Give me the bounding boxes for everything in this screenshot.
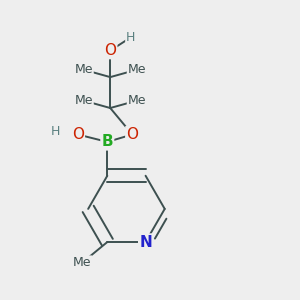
Text: Me: Me: [128, 63, 146, 76]
Text: Me: Me: [74, 63, 93, 76]
Text: H: H: [51, 125, 61, 138]
Text: H: H: [126, 31, 136, 44]
Text: O: O: [72, 127, 84, 142]
Text: Me: Me: [128, 94, 146, 107]
Text: Me: Me: [73, 256, 92, 269]
Text: B: B: [101, 134, 113, 149]
Text: Me: Me: [74, 94, 93, 107]
Text: N: N: [139, 235, 152, 250]
Text: O: O: [104, 43, 116, 58]
Text: O: O: [126, 127, 138, 142]
